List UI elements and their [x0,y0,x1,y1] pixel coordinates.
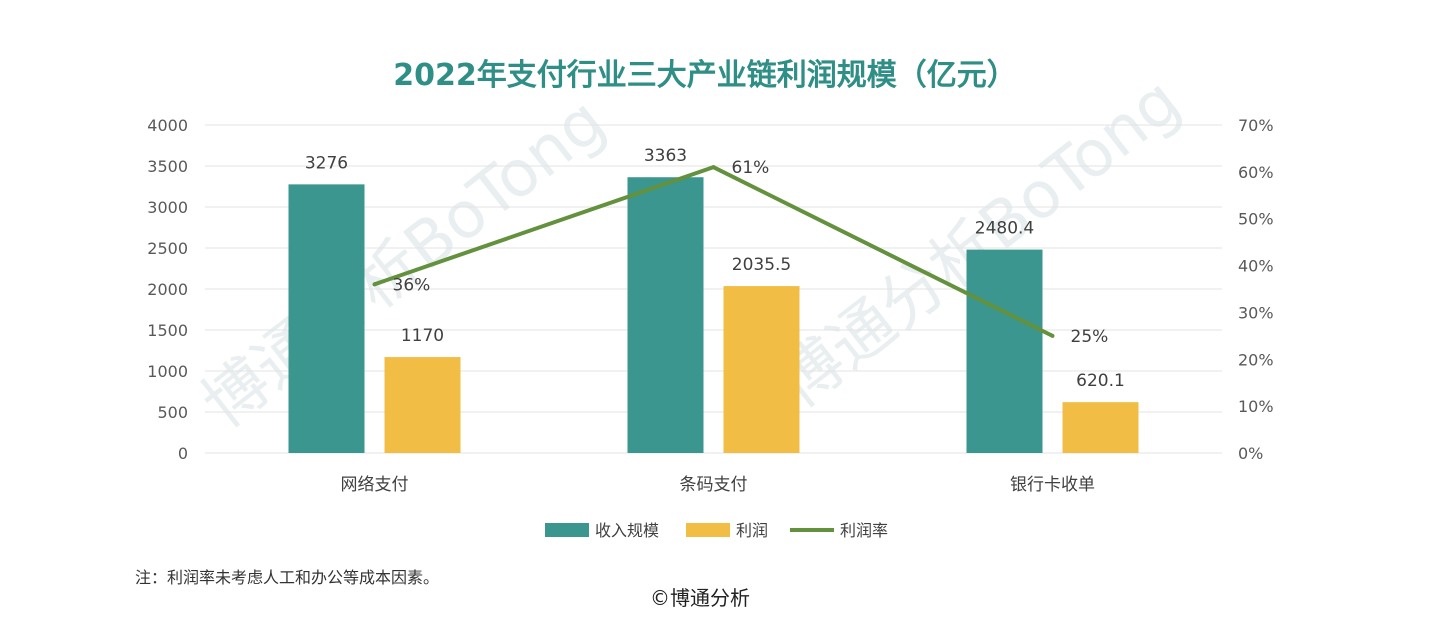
bar-profit [1062,402,1139,453]
left-tick-label: 3500 [147,157,188,176]
category-label: 条码支付 [680,475,748,495]
category-label: 银行卡收单 [1010,475,1095,495]
rate-line-group [372,165,1055,338]
bar-group [288,177,1139,454]
right-tick-label: 70% [1238,116,1274,135]
right-tick-label: 50% [1238,210,1274,229]
legend: 收入规模 利润 利润率 [545,521,888,540]
left-tick-label: 500 [157,403,188,422]
left-tick-label: 0 [178,444,188,463]
rate-point [372,282,377,287]
legend-swatch [545,523,589,537]
right-tick-label: 60% [1238,163,1274,182]
right-tick-label: 40% [1238,257,1274,276]
rate-data-label: 36% [393,275,431,295]
bar-data-label: 1170 [401,326,444,346]
chart-title: 2022年支付行业三大产业链利润规模（亿元） [393,58,1017,93]
rate-point [1050,333,1055,338]
left-tick-label: 3000 [147,198,188,217]
bar-data-label: 3276 [305,153,348,173]
bar-data-label: 3363 [644,146,687,166]
rate-point [711,165,716,170]
bar-profit [384,357,461,453]
right-tick-label: 30% [1238,303,1274,322]
rate-data-label: 61% [732,158,770,178]
left-tick-label: 1500 [147,321,188,340]
bar-revenue [288,184,365,454]
legend-swatch [686,523,730,537]
legend-label: 利润率 [840,521,888,540]
category-labels: 网络支付 条码支付 银行卡收单 [341,475,1096,495]
category-label: 网络支付 [341,475,409,495]
right-tick-label: 20% [1238,350,1274,369]
bar-data-label: 2035.5 [732,255,791,275]
bar-profit [723,286,800,453]
bar-data-label: 620.1 [1076,371,1125,391]
left-tick-label: 2000 [147,280,188,299]
legend-label: 利润 [736,521,768,540]
bar-data-label: 2480.4 [975,219,1034,239]
copyright-text: ©博通分析 [650,586,750,610]
left-axis-ticks: 0 500 1000 1500 2000 2500 3000 3500 4000 [147,116,188,463]
right-tick-label: 10% [1238,397,1274,416]
left-tick-label: 1000 [147,362,188,381]
footnote: 注：利润率未考虑人工和办公等成本因素。 [135,568,439,587]
left-tick-label: 4000 [147,116,188,135]
bar-revenue [966,249,1043,453]
right-axis-ticks: 0% 10% 20% 30% 40% 50% 60% 70% [1238,116,1274,463]
bar-revenue [627,177,704,453]
left-tick-label: 2500 [147,239,188,258]
data-label-group: 3276 1170 3363 2035.5 2480.4 620.1 36% 61% 25% [305,146,1125,391]
legend-label: 收入规模 [595,521,659,540]
right-tick-label: 0% [1238,444,1263,463]
rate-data-label: 25% [1071,327,1109,347]
